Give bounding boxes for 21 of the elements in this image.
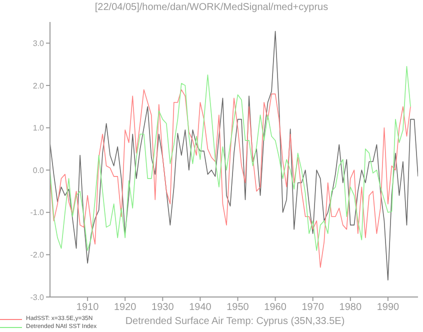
x-tick-label: 1920 — [114, 302, 137, 314]
x-tick-label: 1980 — [339, 302, 362, 314]
x-tick-label: 1910 — [76, 302, 100, 314]
x-tick-label: 1930 — [152, 302, 174, 314]
y-tick-label: 3.0 — [32, 38, 45, 48]
chart-title: [22/04/05]/home/dan/WORK/MedSignal/med+cyprus — [94, 2, 330, 13]
x-tick-label: 1990 — [376, 302, 400, 314]
x-tick-label: 1960 — [264, 302, 287, 314]
x-axis-title: Detrended Surface Air Temp: Cyprus (35N,33.5E) — [124, 316, 346, 327]
y-tick-label: -1.0 — [30, 208, 45, 218]
line-series — [50, 30, 418, 280]
y-tick-label: 2.0 — [32, 81, 45, 90]
x-tick-label: 1950 — [226, 302, 250, 314]
y-tick-label: 0.0 — [32, 166, 45, 175]
line-series — [50, 89, 411, 268]
y-tick-label: -2.0 — [30, 250, 45, 260]
line-series — [50, 66, 411, 251]
x-tick-label: 1940 — [189, 302, 212, 314]
y-tick-label: 1.0 — [32, 124, 45, 133]
y-tick-label: -3.0 — [30, 292, 45, 302]
x-tick-label: 1970 — [302, 302, 324, 314]
